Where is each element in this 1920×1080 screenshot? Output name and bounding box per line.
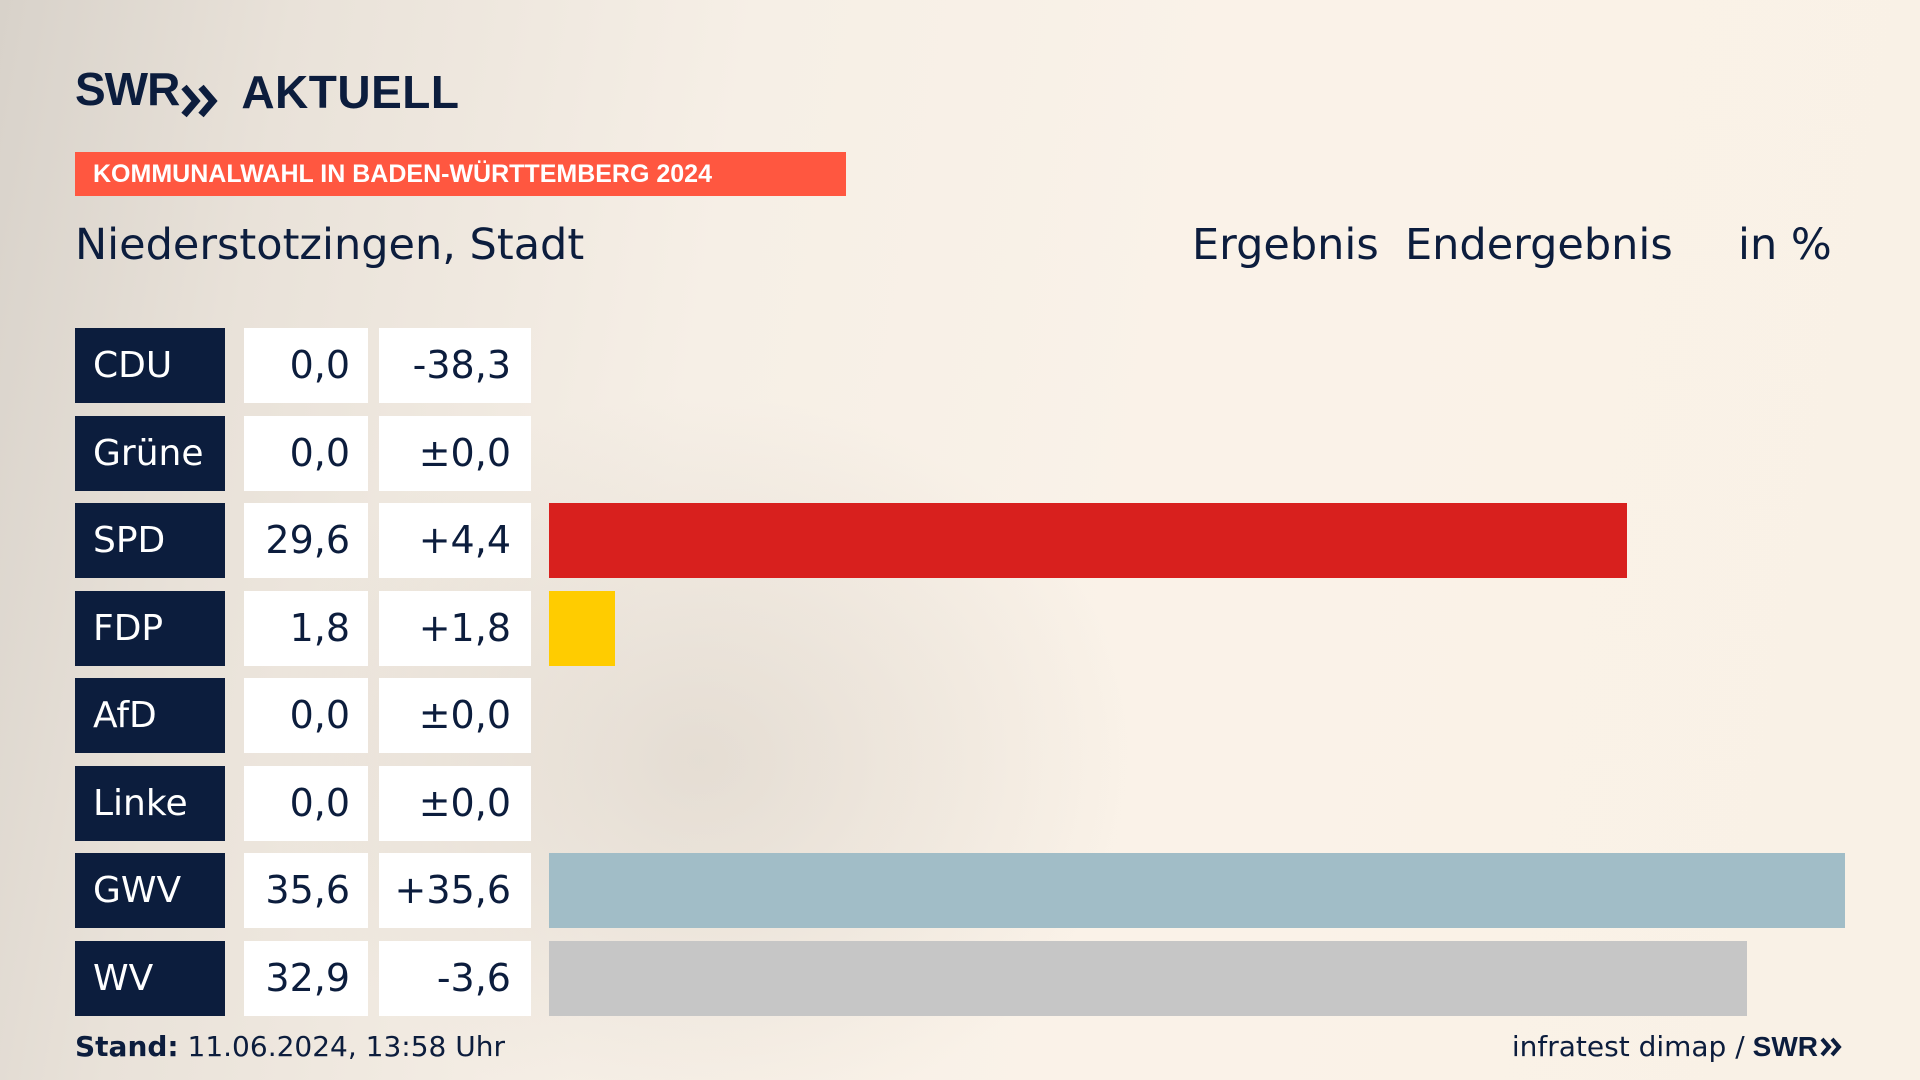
double-chevron-right-icon — [181, 84, 218, 117]
stand-label: Stand: — [75, 1030, 179, 1063]
change-value: +1,8 — [379, 590, 531, 666]
party-label: CDU — [75, 328, 225, 403]
change-value: ±0,0 — [379, 765, 531, 841]
change-value: +4,4 — [379, 503, 531, 578]
change-value: ±0,0 — [379, 415, 531, 491]
source-text: infratest dimap / — [1511, 1030, 1745, 1063]
result-bar — [549, 503, 1627, 578]
stand-value: 11.06.2024, 13:58 Uhr — [187, 1030, 505, 1063]
header-unit: in % — [1738, 220, 1832, 270]
swr-brand-text: SWR — [75, 63, 180, 115]
change-value: -38,3 — [379, 328, 531, 403]
source-credit: infratest dimap / SWR — [1512, 1030, 1842, 1063]
swr-aktuell-logo: SWR AKTUELL — [75, 66, 459, 119]
header-result: Ergebnis — [1192, 220, 1379, 270]
result-bar — [549, 940, 1747, 1016]
party-label: WV — [75, 940, 225, 1016]
result-value: 35,6 — [244, 853, 368, 928]
header-final: Endergebnis — [1405, 220, 1673, 270]
place-title: Niederstotzingen, Stadt — [75, 220, 585, 270]
swr-footer-logo: SWR — [1753, 1031, 1842, 1063]
swr-footer-brand: SWR — [1752, 1030, 1818, 1062]
party-label: FDP — [75, 590, 225, 666]
result-value: 1,8 — [244, 590, 368, 666]
result-value: 0,0 — [244, 415, 368, 491]
result-value: 0,0 — [244, 678, 368, 753]
change-value: -3,6 — [379, 940, 531, 1016]
result-value: 29,6 — [244, 503, 368, 578]
double-chevron-right-icon — [1820, 1037, 1842, 1056]
result-value: 0,0 — [244, 765, 368, 841]
result-value: 32,9 — [244, 940, 368, 1016]
result-bar — [549, 590, 615, 666]
election-banner: KOMMUNALWAHL IN BADEN-WÜRTTEMBERG 2024 — [75, 152, 846, 196]
change-value: +35,6 — [379, 853, 531, 928]
party-label: GWV — [75, 853, 225, 928]
party-label: SPD — [75, 503, 225, 578]
result-value: 0,0 — [244, 328, 368, 403]
party-label: AfD — [75, 678, 225, 753]
swr-brand: SWR — [75, 66, 219, 119]
party-label: Grüne — [75, 415, 225, 491]
timestamp: Stand: 11.06.2024, 13:58 Uhr — [75, 1030, 505, 1063]
section-title: AKTUELL — [241, 66, 460, 119]
party-label: Linke — [75, 765, 225, 841]
result-bar — [549, 853, 1845, 928]
change-value: ±0,0 — [379, 678, 531, 753]
